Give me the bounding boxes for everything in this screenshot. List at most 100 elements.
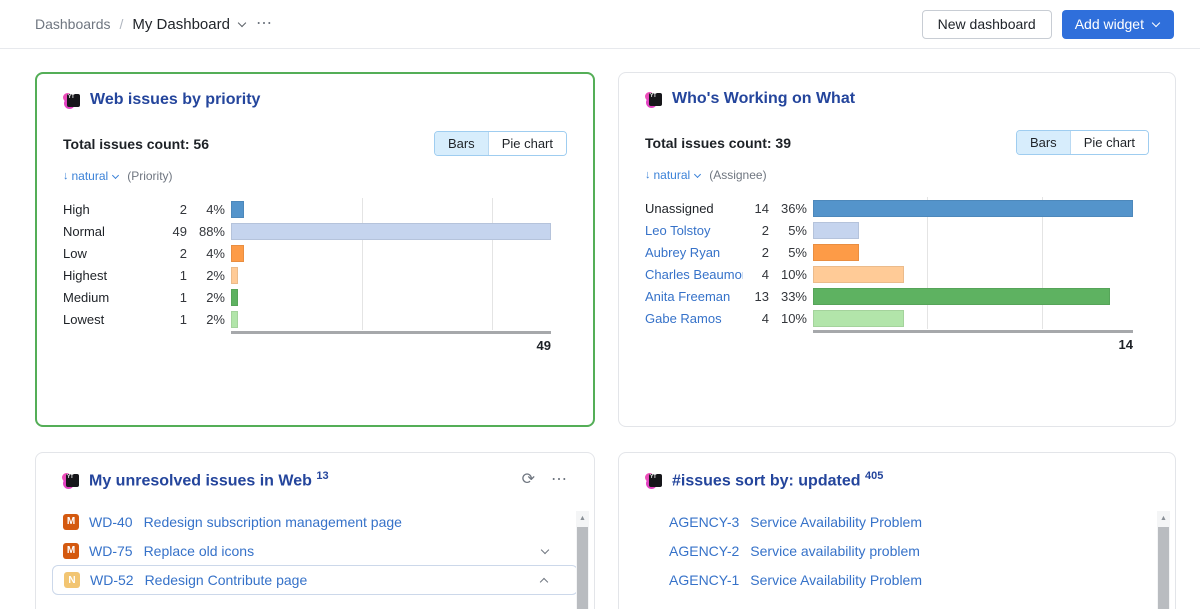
pie-chart-toggle-button[interactable]: Pie chart: [487, 132, 566, 155]
new-dashboard-button[interactable]: New dashboard: [921, 9, 1052, 39]
category-percent: 4%: [206, 201, 225, 217]
category-label[interactable]: Gabe Ramos: [645, 310, 722, 326]
scrollbar-thumb[interactable]: [1158, 527, 1169, 609]
issue-row[interactable]: AGENCY-2 Service availability problem: [619, 536, 1175, 565]
issue-id-link[interactable]: WD-75: [89, 542, 133, 559]
top-bar: Dashboards / My Dashboard ⋯ New dashboar…: [0, 0, 1200, 49]
issue-id-link[interactable]: AGENCY-1: [669, 571, 740, 588]
issue-row[interactable]: M WD-75 Replace old icons: [36, 536, 594, 565]
sort-order-dropdown[interactable]: ↓ natural: [63, 169, 119, 183]
assignee-bar-chart: Unassigned 14 36% Leo Tolstoy 2 5% Aubrey Ryan…: [645, 197, 1133, 352]
pie-chart-toggle-button[interactable]: Pie chart: [1069, 131, 1148, 154]
widget-title[interactable]: Web issues by priority: [90, 91, 261, 108]
category-count: 1: [179, 267, 187, 283]
category-count: 1: [179, 289, 187, 305]
bar-track: [231, 244, 551, 262]
bar[interactable]: [231, 288, 238, 306]
bar-track: [813, 287, 1133, 305]
total-issues-count: Total issues count: 56: [63, 135, 209, 152]
bars-toggle-button[interactable]: Bars: [1016, 131, 1070, 154]
add-widget-button[interactable]: Add widget: [1061, 9, 1174, 39]
chart-row: Aubrey Ryan 2 5%: [645, 241, 1133, 263]
bar[interactable]: [231, 222, 551, 240]
issue-row[interactable]: M WD-40 Redesign subscription management p…: [36, 507, 594, 536]
axis-max-label: 49: [536, 338, 551, 353]
dashboard-title-menu[interactable]: My Dashboard: [132, 16, 247, 33]
bar[interactable]: [231, 200, 245, 218]
category-label[interactable]: Charles Beaumont: [645, 266, 743, 282]
bar-track: [231, 266, 551, 284]
issue-summary-link[interactable]: Replace old icons: [143, 542, 255, 559]
bar[interactable]: [231, 266, 238, 284]
widget-header: YT My unresolved issues in Web 13 ⟳ ⋯: [36, 453, 594, 490]
bar[interactable]: [813, 199, 1133, 217]
bar[interactable]: [231, 310, 238, 328]
category-label[interactable]: Leo Tolstoy: [645, 222, 711, 238]
sort-direction-icon: ↓: [63, 170, 69, 182]
scrollbar-thumb[interactable]: [577, 527, 588, 609]
issue-count-badge: 405: [864, 470, 884, 482]
bar[interactable]: [813, 309, 905, 327]
bar[interactable]: [813, 265, 905, 283]
issue-id-link[interactable]: WD-40: [89, 513, 133, 530]
sort-order-label: natural: [653, 168, 691, 182]
total-issues-count: Total issues count: 39: [645, 134, 791, 151]
category-percent: 88%: [198, 223, 225, 239]
issue-row[interactable]: AGENCY-1 Service Availability Problem: [619, 565, 1175, 594]
category-label: Unassigned: [645, 200, 714, 216]
category-label[interactable]: Aubrey Ryan: [645, 244, 721, 260]
bar[interactable]: [231, 244, 245, 262]
breadcrumb-dashboards-link[interactable]: Dashboards: [35, 16, 111, 32]
issue-summary-link[interactable]: Service Availability Problem: [750, 571, 923, 588]
refresh-icon[interactable]: ⟳: [521, 471, 535, 489]
category-count: 2: [179, 201, 187, 217]
chevron-up-icon[interactable]: [539, 575, 549, 585]
category-percent: 4%: [206, 245, 225, 261]
bar-track: [231, 222, 551, 240]
sort-order-dropdown[interactable]: ↓ natural: [645, 168, 701, 182]
bar[interactable]: [813, 243, 859, 261]
issue-summary-link[interactable]: Service Availability Problem: [750, 513, 923, 530]
widget-title[interactable]: Who's Working on What: [672, 90, 856, 107]
chevron-down-icon: [111, 172, 119, 181]
widget-more-icon[interactable]: ⋯: [551, 471, 568, 489]
youtrack-logo-icon: YT: [645, 91, 662, 108]
issue-summary-link[interactable]: Redesign subscription management page: [143, 513, 402, 530]
sort-order-label: natural: [71, 169, 109, 183]
issue-row[interactable]: AGENCY-3 Service Availability Problem: [619, 507, 1175, 536]
widget-meta-row: Total issues count: 56 Bars Pie chart: [63, 131, 567, 156]
category-percent: 36%: [780, 200, 807, 216]
category-percent: 5%: [788, 244, 807, 260]
bar[interactable]: [813, 287, 1111, 305]
chart-row: Lowest 1 2%: [63, 308, 551, 330]
issue-summary-link[interactable]: Redesign Contribute page: [144, 572, 308, 589]
category-label: Normal: [63, 223, 105, 239]
issue-count-badge: 13: [316, 470, 329, 482]
widget-title[interactable]: #issues sort by: updated 405: [672, 470, 884, 490]
dashboard-grid: YT Web issues by priority Total issues c…: [0, 49, 1200, 609]
category-label: Highest: [63, 267, 108, 283]
issue-summary-link[interactable]: Service availability problem: [750, 542, 920, 559]
scrollbar[interactable]: ▲: [1157, 511, 1170, 609]
breadcrumb: Dashboards / My Dashboard ⋯: [35, 16, 273, 33]
dashboard-more-icon[interactable]: ⋯: [255, 15, 273, 32]
issue-id-link[interactable]: AGENCY-3: [669, 513, 740, 530]
scrollbar[interactable]: ▲: [576, 511, 589, 609]
bar[interactable]: [813, 221, 859, 239]
issue-id-link[interactable]: WD-52: [90, 572, 134, 589]
issue-list: AGENCY-3 Service Availability Problem AGEN…: [619, 507, 1175, 594]
issue-row[interactable]: N WD-52 Redesign Contribute page: [52, 565, 578, 596]
category-label[interactable]: Anita Freeman: [645, 288, 731, 304]
bars-toggle-button[interactable]: Bars: [434, 132, 488, 155]
issue-id-link[interactable]: AGENCY-2: [669, 542, 740, 559]
scroll-up-icon[interactable]: ▲: [1160, 514, 1167, 522]
chevron-down-icon[interactable]: [540, 546, 550, 556]
chart-row: High 2 4%: [63, 198, 551, 220]
add-widget-label: Add widget: [1074, 16, 1144, 32]
scroll-up-icon[interactable]: ▲: [579, 514, 586, 522]
widget-title[interactable]: My unresolved issues in Web 13: [89, 470, 329, 490]
category-count: 4: [761, 310, 769, 326]
chart-type-toggle: Bars Pie chart: [433, 131, 567, 156]
bar-track: [231, 288, 551, 306]
